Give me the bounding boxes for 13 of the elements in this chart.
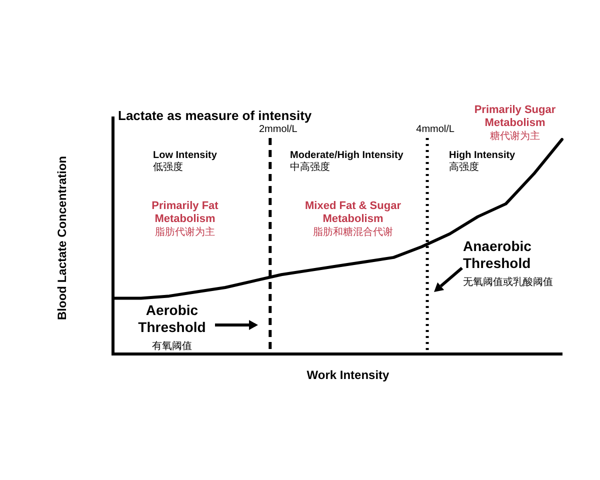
annotation: Moderate/High Intensity 中高强度 bbox=[290, 150, 404, 174]
annotation: Primarily Fat Metabolism 脂肪代谢为主 bbox=[152, 200, 218, 240]
annotation: Mixed Fat & Sugar Metabolism 脂肪和糖混合代谢 bbox=[305, 200, 401, 240]
x-axis-title: Work Intensity bbox=[306, 368, 390, 382]
annotation: Primarily Sugar Metabolism 糖代谢为主 bbox=[474, 104, 556, 144]
annotation: Aerobic Threshold 有氧阈值 bbox=[138, 302, 206, 353]
text: 2mmol/L bbox=[258, 124, 298, 135]
annotation: High Intensity 高强度 bbox=[449, 150, 516, 174]
annotation: Anaerobic Threshold 无氧阈值或乳酸阈值 bbox=[463, 238, 553, 289]
y-axis-title: Blood Lactate Concentration bbox=[54, 156, 70, 320]
annotation: Low Intensity 低强度 bbox=[153, 150, 217, 174]
chart-title: Lactate as measure of intensity bbox=[118, 108, 312, 124]
text: 4mmol/L bbox=[416, 124, 454, 135]
